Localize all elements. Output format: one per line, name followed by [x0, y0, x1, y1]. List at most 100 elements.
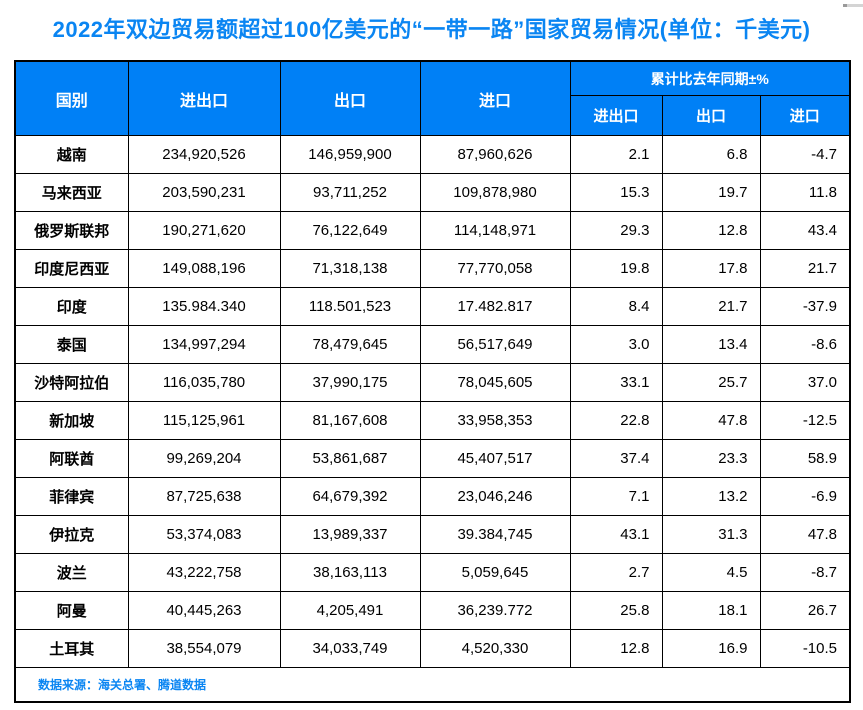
export-cell: 37,990,175	[279, 363, 421, 402]
total-pct-cell: 2.1	[569, 135, 663, 174]
total-cell: 99,269,204	[127, 439, 281, 478]
export-cell: 34,033,749	[279, 629, 421, 668]
import-cell: 77,770,058	[419, 249, 571, 288]
import-cell: 4,520,330	[419, 629, 571, 668]
import-pct-cell: -10.5	[759, 629, 851, 668]
import-cell: 56,517,649	[419, 325, 571, 364]
total-cell: 38,554,079	[127, 629, 281, 668]
table-row: 菲律宾 87,725,638 64,679,392 23,046,246 7.1 13.2…	[14, 477, 851, 516]
country-cell: 波兰	[14, 553, 129, 592]
page-title: 2022年双边贸易额超过100亿美元的“一带一路”国家贸易情况(单位：千美元)	[52, 17, 811, 42]
country-cell: 伊拉克	[14, 515, 129, 554]
import-cell: 87,960,626	[419, 135, 571, 174]
country-cell: 马来西亚	[14, 173, 129, 212]
export-pct-cell: 18.1	[661, 591, 761, 630]
total-pct-cell: 37.4	[569, 439, 663, 478]
table-body: 越南 234,920,526 146,959,900 87,960,626 2.1 6.8…	[14, 135, 851, 668]
header-country: 国别	[14, 60, 129, 136]
import-cell: 109,878,980	[419, 173, 571, 212]
import-pct-cell: 58.9	[759, 439, 851, 478]
export-cell: 81,167,608	[279, 401, 421, 440]
table-row: 阿联酋 99,269,204 53,861,687 45,407,517 37.4 23.…	[14, 439, 851, 478]
export-pct-cell: 13.2	[661, 477, 761, 516]
import-cell: 39.384,745	[419, 515, 571, 554]
export-cell: 64,679,392	[279, 477, 421, 516]
import-pct-cell: -37.9	[759, 287, 851, 326]
header-yoy-export: 出口	[661, 95, 761, 136]
header-total: 进出口	[127, 60, 281, 136]
total-pct-cell: 29.3	[569, 211, 663, 250]
total-cell: 135.984.340	[127, 287, 281, 326]
total-pct-cell: 8.4	[569, 287, 663, 326]
total-pct-cell: 22.8	[569, 401, 663, 440]
country-cell: 俄罗斯联邦	[14, 211, 129, 250]
table-row: 俄罗斯联邦 190,271,620 76,122,649 114,148,971 29.…	[14, 211, 851, 250]
table-row: 沙特阿拉伯 116,035,780 37,990,175 78,045,605 33.1…	[14, 363, 851, 402]
import-pct-cell: 47.8	[759, 515, 851, 554]
total-pct-cell: 7.1	[569, 477, 663, 516]
import-pct-cell: 37.0	[759, 363, 851, 402]
export-pct-cell: 6.8	[661, 135, 761, 174]
import-cell: 78,045,605	[419, 363, 571, 402]
country-cell: 印度尼西亚	[14, 249, 129, 288]
export-cell: 76,122,649	[279, 211, 421, 250]
import-pct-cell: -8.6	[759, 325, 851, 364]
export-pct-cell: 19.7	[661, 173, 761, 212]
table-header: 国别 进出口 出口 进口 累计比去年同期±% 进出口 出口 进口	[14, 60, 851, 136]
import-pct-cell: -8.7	[759, 553, 851, 592]
country-cell: 阿曼	[14, 591, 129, 630]
export-pct-cell: 23.3	[661, 439, 761, 478]
import-pct-cell: -6.9	[759, 477, 851, 516]
export-pct-cell: 25.7	[661, 363, 761, 402]
import-pct-cell: -12.5	[759, 401, 851, 440]
import-cell: 45,407,517	[419, 439, 571, 478]
total-pct-cell: 43.1	[569, 515, 663, 554]
country-cell: 越南	[14, 135, 129, 174]
country-cell: 菲律宾	[14, 477, 129, 516]
country-cell: 新加坡	[14, 401, 129, 440]
import-cell: 5,059,645	[419, 553, 571, 592]
table-row: 新加坡 115,125,961 81,167,608 33,958,353 22.8 47…	[14, 401, 851, 440]
import-pct-cell: 43.4	[759, 211, 851, 250]
import-cell: 36,239.772	[419, 591, 571, 630]
header-export: 出口	[279, 60, 421, 136]
table-row: 波兰 43,222,758 38,163,113 5,059,645 2.7 4.5 -8.…	[14, 553, 851, 592]
import-cell: 33,958,353	[419, 401, 571, 440]
data-source-note: 数据来源：海关总署、腾道数据	[14, 667, 851, 703]
export-pct-cell: 21.7	[661, 287, 761, 326]
table-footer: 数据来源：海关总署、腾道数据	[14, 667, 851, 703]
import-cell: 23,046,246	[419, 477, 571, 516]
import-cell: 114,148,971	[419, 211, 571, 250]
total-pct-cell: 25.8	[569, 591, 663, 630]
export-cell: 93,711,252	[279, 173, 421, 212]
total-cell: 234,920,526	[127, 135, 281, 174]
country-cell: 泰国	[14, 325, 129, 364]
export-cell: 13,989,337	[279, 515, 421, 554]
total-cell: 203,590,231	[127, 173, 281, 212]
export-pct-cell: 31.3	[661, 515, 761, 554]
header-yoy-total: 进出口	[569, 95, 663, 136]
total-cell: 43,222,758	[127, 553, 281, 592]
import-cell: 17.482.817	[419, 287, 571, 326]
export-cell: 38,163,113	[279, 553, 421, 592]
total-pct-cell: 2.7	[569, 553, 663, 592]
table-row: 印度 135.984.340 118.501,523 17.482.817 8.4 21.…	[14, 287, 851, 326]
total-pct-cell: 19.8	[569, 249, 663, 288]
table-row: 伊拉克 53,374,083 13,989,337 39.384,745 43.1 31.…	[14, 515, 851, 554]
header-yoy-group: 累计比去年同期±%	[569, 60, 851, 96]
total-cell: 190,271,620	[127, 211, 281, 250]
export-pct-cell: 4.5	[661, 553, 761, 592]
total-cell: 115,125,961	[127, 401, 281, 440]
export-cell: 118.501,523	[279, 287, 421, 326]
table-row: 阿曼 40,445,263 4,205,491 36,239.772 25.8 18.1 2…	[14, 591, 851, 630]
total-cell: 53,374,083	[127, 515, 281, 554]
scrollbar-fragment	[843, 4, 863, 7]
export-pct-cell: 47.8	[661, 401, 761, 440]
export-pct-cell: 12.8	[661, 211, 761, 250]
total-cell: 40,445,263	[127, 591, 281, 630]
export-cell: 4,205,491	[279, 591, 421, 630]
total-pct-cell: 15.3	[569, 173, 663, 212]
table-row: 泰国 134,997,294 78,479,645 56,517,649 3.0 13.4…	[14, 325, 851, 364]
export-pct-cell: 13.4	[661, 325, 761, 364]
table-row: 越南 234,920,526 146,959,900 87,960,626 2.1 6.8…	[14, 135, 851, 174]
